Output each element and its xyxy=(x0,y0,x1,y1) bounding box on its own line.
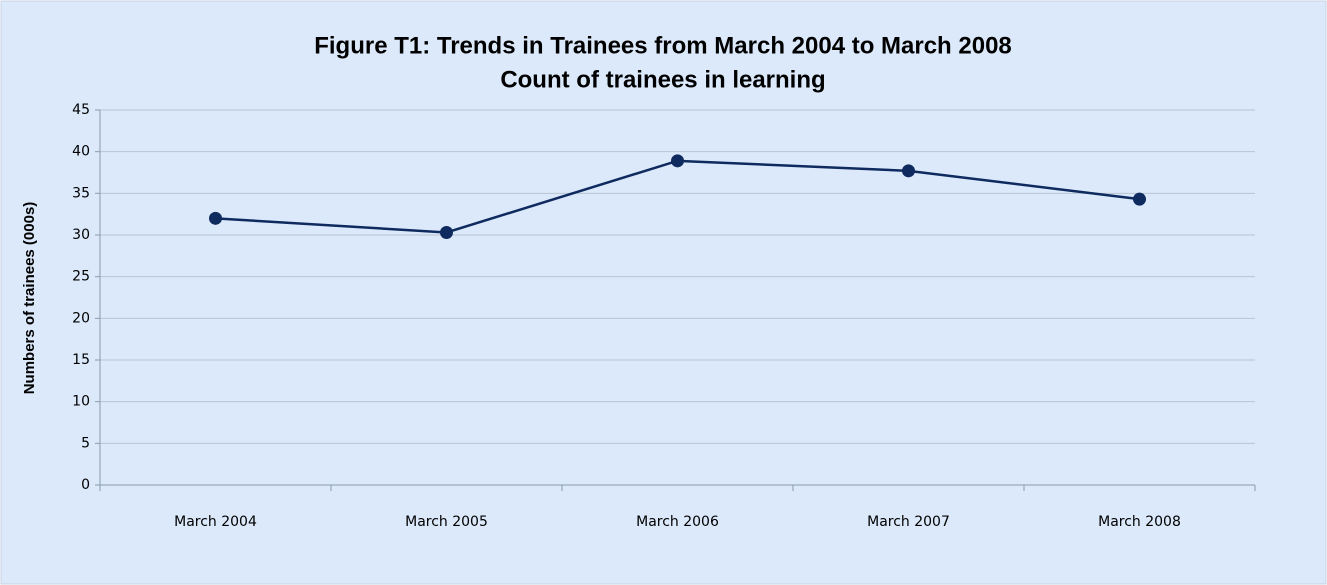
point xyxy=(209,211,222,225)
y-tick-label: 10 xyxy=(72,394,90,410)
y-tick-label: 30 xyxy=(72,227,90,243)
y-tick-label: 25 xyxy=(72,269,90,285)
x-tick-label: March 2005 xyxy=(405,514,488,530)
x-tick-label: March 2004 xyxy=(174,514,257,530)
y-tick-label: 20 xyxy=(72,310,90,326)
y-tick-label: 40 xyxy=(72,144,90,160)
y-tick-label: 45 xyxy=(72,102,90,118)
point xyxy=(671,154,684,168)
point xyxy=(440,226,453,239)
x-tick-label: March 2007 xyxy=(867,514,950,530)
chart-subtitle: Count of trainees in learning xyxy=(500,66,825,93)
x-tick-label: March 2006 xyxy=(636,514,719,530)
y-tick-label: 0 xyxy=(81,477,90,493)
chart-title: Figure T1: Trends in Trainees from March… xyxy=(314,32,1012,59)
point xyxy=(1133,192,1146,206)
point xyxy=(902,164,915,178)
y-tick-label: 5 xyxy=(81,435,90,451)
x-tick-label: March 2008 xyxy=(1098,514,1181,530)
y-axis-label: Numbers of trainees (000s) xyxy=(21,202,38,395)
y-tick-label: 35 xyxy=(72,185,90,201)
y-tick-label: 15 xyxy=(72,352,90,368)
